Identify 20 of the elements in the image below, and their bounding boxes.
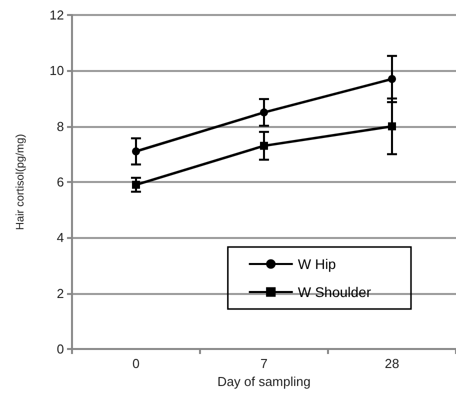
point xyxy=(260,142,268,150)
y-tick-label: 2 xyxy=(56,286,64,301)
point xyxy=(132,147,140,156)
y-tick-label: 6 xyxy=(56,174,64,190)
y-tick-label: 8 xyxy=(56,118,64,134)
point xyxy=(388,75,396,84)
point xyxy=(260,108,268,116)
legend-label: W Hip xyxy=(298,256,336,272)
point xyxy=(132,180,140,189)
y-tick-label: 4 xyxy=(56,230,64,246)
x-tick-label: 0 xyxy=(132,356,140,371)
legend-label: W Shoulder xyxy=(298,284,372,300)
y-axis-title: Hair cortisol(pg/mg) xyxy=(14,134,26,230)
x-tick-label: 28 xyxy=(384,356,400,371)
x-tick-label: 7 xyxy=(260,356,268,371)
y-tick-label: 12 xyxy=(50,8,64,22)
x-axis-title: Day of sampling xyxy=(217,374,311,389)
point xyxy=(388,122,396,130)
y-tick-label: 0 xyxy=(56,342,64,356)
y-tick-label: 10 xyxy=(50,63,64,78)
